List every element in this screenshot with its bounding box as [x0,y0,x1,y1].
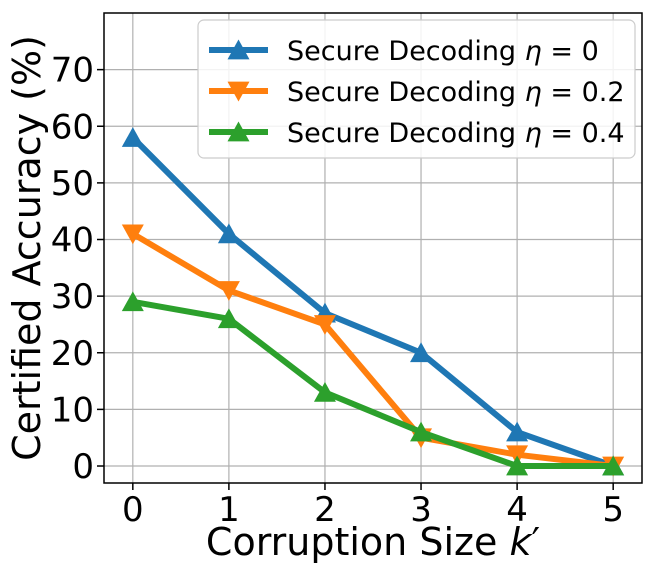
data-point-marker [121,127,144,147]
data-point-marker [217,281,240,301]
x-tick-label: 5 [602,490,624,530]
x-tick-label: 2 [314,490,336,530]
y-tick-label: 20 [51,334,94,374]
legend-entry-1: Secure Decoding η = 0.2 [209,77,625,108]
y-tick-label: 40 [51,221,94,261]
plot-frame [103,12,643,484]
data-point-marker [506,455,529,476]
series-1 [121,224,625,477]
y-tick-label: 10 [51,390,94,430]
y-tick-label: 0 [72,447,94,487]
legend-entry-0: Secure Decoding η = 0 [209,36,599,67]
data-point-marker [506,445,529,466]
legend-entry-2: Secure Decoding η = 0.4 [209,118,625,149]
legend-label: Secure Decoding η = 0 [287,36,599,67]
series-line [129,134,617,470]
data-point-marker [313,381,336,402]
data-point-marker [217,308,240,329]
x-tick-label: 1 [218,490,240,530]
data-point-marker [313,315,336,335]
y-tick-label: 30 [51,277,94,317]
series-line [129,230,617,470]
legend-label: Secure Decoding η = 0.4 [287,118,625,149]
legend-marker [227,121,250,142]
x-axis-ticks: 0 1 2 3 4 5 [122,483,624,530]
x-tick-label: 0 [122,490,144,530]
data-point-marker [506,421,529,442]
data-point-marker [121,291,144,312]
x-tick-label: 4 [506,490,528,530]
series-0 [121,127,625,476]
data-point-marker [217,223,240,244]
series-2 [121,291,625,476]
y-axis-ticks: 0 10 20 30 40 50 60 70 [51,51,104,487]
x-axis-label: Corruption Size k′ [206,520,540,564]
legend: Secure Decoding η = 0 Secure Decoding η =… [197,19,636,159]
series-layer [121,127,625,477]
y-tick-label: 60 [51,107,94,147]
y-tick-label: 50 [51,164,94,204]
data-point-marker [121,224,144,245]
data-point-marker [410,342,433,363]
series-line [129,298,617,470]
y-tick-label: 70 [51,51,94,91]
x-tick-label: 3 [410,490,432,530]
data-point-marker [410,421,433,442]
legend-box [197,19,636,159]
y-axis-label: Certified Accuracy (%) [5,35,49,461]
legend-marker [227,81,250,102]
legend-label: Secure Decoding η = 0.2 [287,77,625,108]
data-point-marker [602,455,625,476]
legend-marker [227,39,250,60]
